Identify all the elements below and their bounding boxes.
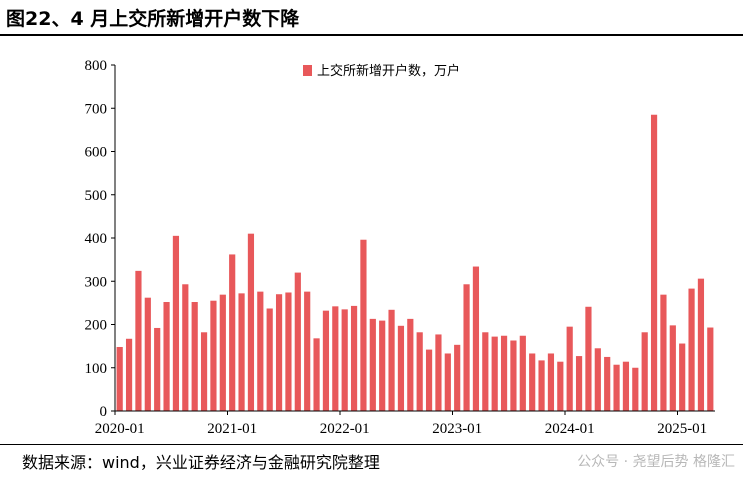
bar bbox=[163, 302, 170, 411]
source-note: 数据来源：wind，兴业证券经济与金融研究院整理 bbox=[22, 453, 380, 472]
bar bbox=[285, 292, 292, 411]
bar bbox=[707, 327, 714, 411]
bar bbox=[294, 272, 301, 411]
bar bbox=[341, 309, 348, 411]
footer-divider bbox=[0, 444, 743, 445]
bar bbox=[379, 320, 386, 411]
bar bbox=[491, 336, 498, 411]
bar bbox=[585, 306, 592, 411]
legend-swatch bbox=[303, 65, 312, 76]
x-tick-label: 2025-01 bbox=[657, 421, 707, 437]
bar bbox=[369, 318, 376, 411]
bar bbox=[266, 308, 273, 411]
title-divider bbox=[0, 34, 743, 36]
bar bbox=[247, 233, 255, 411]
legend-label: 上交所新增开户数，万户 bbox=[317, 63, 460, 79]
bar bbox=[641, 332, 648, 411]
bar bbox=[350, 305, 358, 411]
bar bbox=[257, 291, 264, 411]
y-tick-label: 800 bbox=[85, 58, 108, 74]
bar bbox=[275, 294, 283, 411]
y-tick-label: 700 bbox=[85, 101, 108, 117]
bar bbox=[529, 353, 536, 411]
bar bbox=[125, 338, 133, 411]
y-tick-label: 500 bbox=[85, 188, 108, 204]
bar bbox=[622, 361, 630, 411]
bar bbox=[407, 318, 414, 411]
y-tick-label: 200 bbox=[85, 318, 108, 334]
bar bbox=[191, 302, 198, 411]
bar bbox=[172, 235, 180, 411]
bar bbox=[144, 297, 151, 411]
bar bbox=[229, 254, 236, 411]
bar bbox=[388, 309, 395, 411]
bar bbox=[435, 334, 442, 411]
bar bbox=[482, 332, 489, 411]
y-tick-label: 0 bbox=[100, 404, 108, 420]
bar bbox=[660, 294, 667, 411]
x-tick-label: 2022-01 bbox=[320, 421, 370, 437]
bar bbox=[697, 278, 705, 411]
bar bbox=[322, 310, 330, 411]
bar bbox=[472, 266, 480, 411]
bar bbox=[632, 367, 639, 411]
page-title: 图22、4 月上交所新增开户数下降 bbox=[6, 8, 300, 30]
y-tick-label: 400 bbox=[85, 231, 108, 247]
bar bbox=[416, 332, 423, 411]
bar bbox=[463, 284, 470, 411]
bar bbox=[154, 327, 161, 411]
bar bbox=[566, 326, 573, 411]
bar bbox=[679, 343, 686, 411]
bar bbox=[594, 348, 601, 411]
bar bbox=[538, 360, 545, 411]
bar bbox=[510, 340, 517, 411]
bar bbox=[454, 344, 461, 411]
bar bbox=[669, 325, 676, 411]
bar-chart: 0 100 200 300 400 500 600 700 800 2020-01 2021-01 2… bbox=[85, 58, 715, 437]
bar bbox=[500, 335, 508, 411]
chart-legend: 上交所新增开户数，万户 bbox=[303, 63, 460, 79]
bar bbox=[397, 325, 405, 411]
bar bbox=[238, 293, 245, 411]
bar bbox=[304, 291, 311, 411]
bar bbox=[557, 361, 564, 411]
y-tick-label: 600 bbox=[85, 145, 108, 161]
bar bbox=[332, 306, 339, 411]
bar bbox=[519, 335, 526, 411]
watermark: 公众号 · 尧望后势 格隆汇 bbox=[577, 454, 735, 470]
bar bbox=[313, 338, 320, 411]
bar bbox=[135, 270, 142, 411]
bar bbox=[547, 353, 555, 411]
bar bbox=[444, 353, 451, 411]
bar bbox=[116, 346, 123, 411]
x-tick-label: 2023-01 bbox=[432, 421, 482, 437]
bar bbox=[575, 356, 583, 411]
bar bbox=[219, 294, 226, 411]
x-tick-label: 2021-01 bbox=[207, 421, 257, 437]
bar bbox=[360, 239, 367, 411]
x-tick-label: 2020-01 bbox=[95, 421, 145, 437]
bar bbox=[210, 300, 217, 411]
bar bbox=[688, 288, 695, 411]
bar bbox=[425, 349, 433, 411]
bar bbox=[650, 114, 658, 412]
bar bbox=[604, 356, 611, 411]
x-tick-label: 2024-01 bbox=[545, 421, 595, 437]
y-tick-label: 100 bbox=[85, 361, 108, 377]
bar bbox=[182, 284, 189, 411]
bar bbox=[613, 364, 620, 411]
bar bbox=[200, 332, 208, 411]
y-tick-label: 300 bbox=[85, 274, 108, 290]
